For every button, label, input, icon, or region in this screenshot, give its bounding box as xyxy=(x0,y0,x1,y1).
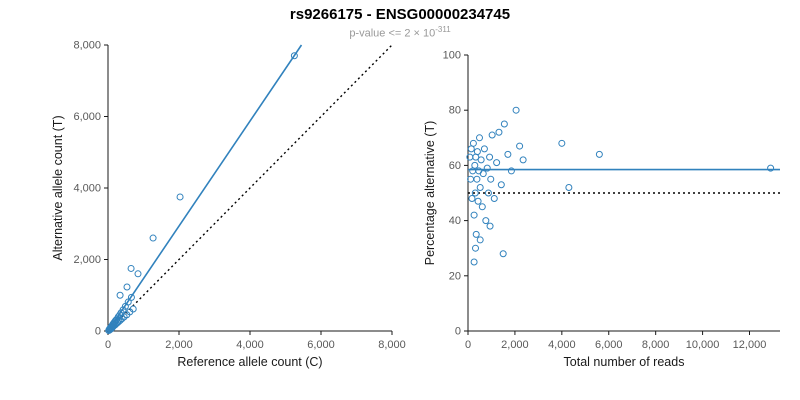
data-point xyxy=(486,153,494,161)
data-point xyxy=(473,175,481,183)
data-point xyxy=(497,181,505,189)
data-point xyxy=(484,189,492,197)
data-point xyxy=(149,234,157,242)
data-point xyxy=(470,211,478,219)
data-point xyxy=(119,306,127,314)
y-tick-label: 40 xyxy=(449,215,461,227)
x-tick-label: 6,000 xyxy=(307,339,335,351)
data-point xyxy=(595,150,603,158)
data-point xyxy=(474,197,482,205)
scatter-plot-percentage-vs-reads: 0 2,000 4,000 6,000 8,000 10,000 12,000 0 20 40 60… xyxy=(423,50,780,369)
y-tick-label: 8,000 xyxy=(73,40,101,52)
y-tick-label: 80 xyxy=(449,105,461,117)
data-point xyxy=(476,236,484,244)
data-point xyxy=(127,264,135,272)
data-point xyxy=(116,291,124,299)
y-axis-title: Alternative allele count (T) xyxy=(51,115,65,260)
data-point xyxy=(470,258,478,266)
y-tick-label: 4,000 xyxy=(73,183,101,195)
data-point xyxy=(480,145,488,153)
x-tick-label: 4,000 xyxy=(548,339,576,351)
data-point xyxy=(479,170,487,178)
y-tick-label: 100 xyxy=(443,50,461,62)
data-point xyxy=(129,305,137,313)
y-axis-title: Percentage alternative (T) xyxy=(423,121,437,266)
data-point xyxy=(493,159,501,167)
data-point xyxy=(472,230,480,238)
data-point xyxy=(476,183,484,191)
data-point xyxy=(478,203,486,211)
x-tick-label: 12,000 xyxy=(733,339,767,351)
scatter-plot-allele-counts: 0 2,000 4,000 6,000 8,000 0 2,000 4,000 6,000 8,0… xyxy=(51,40,406,370)
data-point xyxy=(176,193,184,201)
x-tick-label: 2,000 xyxy=(501,339,529,351)
identity-line xyxy=(107,44,393,332)
data-point xyxy=(134,270,142,278)
y-tick-label: 0 xyxy=(95,326,101,338)
data-point xyxy=(516,142,524,150)
x-tick-label: 6,000 xyxy=(595,339,623,351)
data-point xyxy=(469,139,477,147)
data-point xyxy=(487,175,495,183)
data-point xyxy=(472,244,480,252)
data-point xyxy=(486,222,494,230)
y-tick-label: 0 xyxy=(455,326,461,338)
y-tick-label: 60 xyxy=(449,160,461,172)
fit-line xyxy=(107,44,303,332)
data-point xyxy=(504,150,512,158)
data-point xyxy=(123,283,131,291)
data-point xyxy=(471,161,479,169)
data-point xyxy=(468,195,476,203)
data-point xyxy=(767,164,775,172)
data-point xyxy=(512,106,520,114)
data-point xyxy=(499,250,507,258)
x-tick-label: 8,000 xyxy=(642,339,670,351)
data-point xyxy=(471,189,479,197)
data-point xyxy=(519,156,527,164)
data-point xyxy=(488,131,496,139)
data-point xyxy=(124,298,132,306)
x-tick-label: 0 xyxy=(465,339,471,351)
data-point xyxy=(483,164,491,172)
data-point xyxy=(558,139,566,147)
x-axis-title: Total number of reads xyxy=(564,355,685,369)
x-tick-label: 0 xyxy=(105,339,111,351)
x-tick-label: 2,000 xyxy=(165,339,193,351)
data-point xyxy=(477,156,485,164)
y-tick-label: 20 xyxy=(449,270,461,282)
x-axis-title: Reference allele count (C) xyxy=(177,355,322,369)
data-point xyxy=(473,148,481,156)
data-point xyxy=(290,52,298,60)
data-point xyxy=(507,167,515,175)
data-point xyxy=(482,217,490,225)
data-point xyxy=(565,183,573,191)
data-point xyxy=(490,195,498,203)
x-tick-label: 8,000 xyxy=(378,339,406,351)
data-point xyxy=(127,293,135,301)
y-tick-label: 6,000 xyxy=(73,111,101,123)
x-tick-label: 10,000 xyxy=(686,339,720,351)
data-point xyxy=(495,128,503,136)
y-tick-label: 2,000 xyxy=(73,254,101,266)
data-point xyxy=(475,134,483,142)
data-point xyxy=(500,120,508,128)
data-point xyxy=(118,315,126,323)
x-tick-label: 4,000 xyxy=(236,339,264,351)
